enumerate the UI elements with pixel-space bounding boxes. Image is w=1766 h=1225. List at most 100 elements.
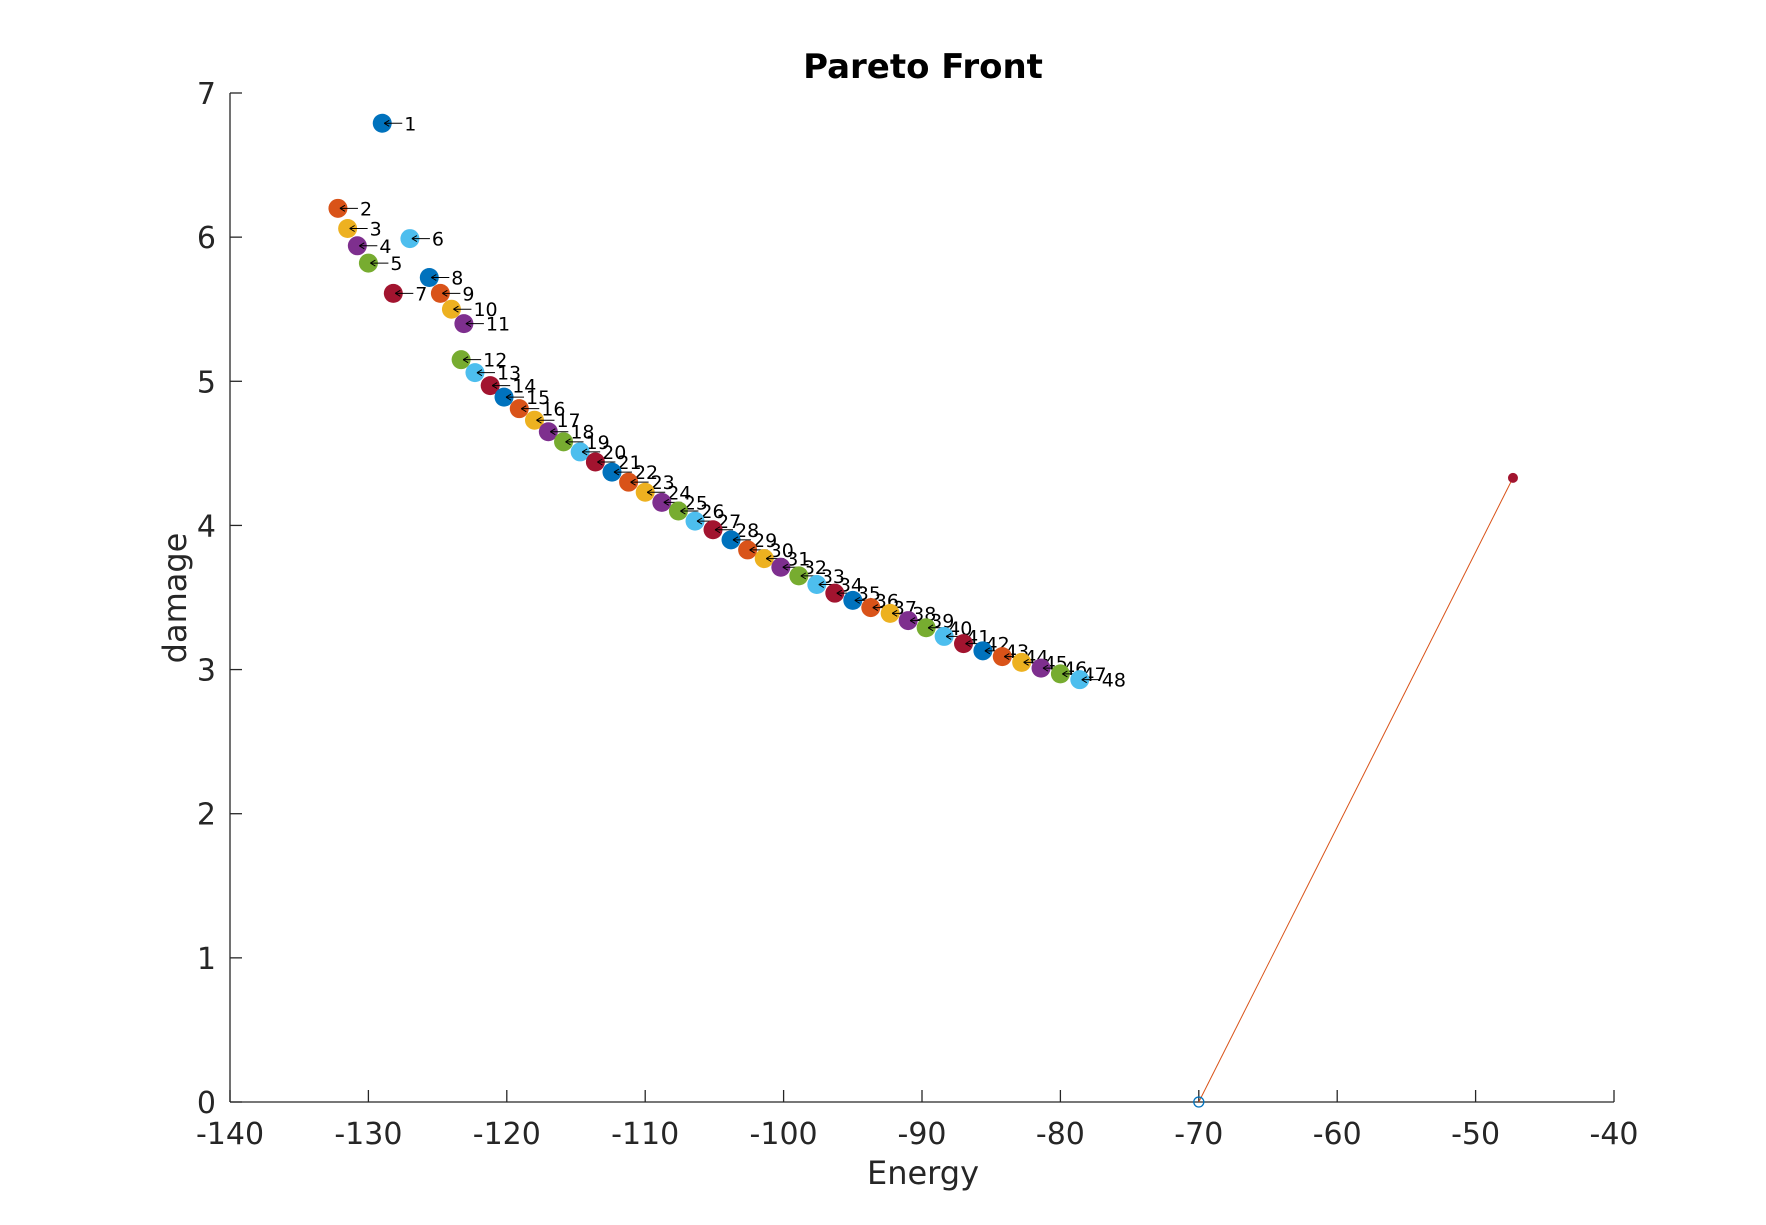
pareto-point-marker	[754, 549, 774, 569]
pareto-point-23: 23	[619, 472, 675, 494]
point-label-arrowhead	[453, 305, 459, 313]
pareto-point-marker	[934, 626, 954, 646]
y-tick-label: 2	[197, 798, 216, 833]
point-label: 39	[930, 611, 954, 633]
point-label-arrowhead	[1081, 676, 1088, 684]
pareto-point-marker	[668, 501, 688, 521]
y-tick-label: 4	[197, 509, 216, 544]
point-label-arrowhead	[550, 428, 556, 436]
point-label: 3	[370, 218, 382, 240]
pareto-points-group: 1234567891011121314151617181920212223242…	[328, 113, 1126, 692]
y-axis-ticks: 0 1 2 3 4 5 6 7	[197, 77, 242, 1121]
pareto-point-marker	[372, 113, 392, 133]
point-label-arrowhead	[383, 119, 390, 127]
pareto-point-34: 34	[807, 575, 863, 597]
pareto-point-4: 4	[347, 236, 391, 258]
point-label: 13	[497, 363, 521, 385]
point-label-arrowhead	[1042, 664, 1049, 672]
y-tick-label: 3	[197, 654, 216, 689]
point-label: 21	[617, 452, 641, 474]
point-label: 27	[717, 511, 741, 533]
pareto-point-9: 9	[430, 283, 474, 305]
x-axis-title: Energy	[867, 1154, 979, 1192]
point-label: 6	[432, 229, 444, 251]
pareto-point-28: 28	[703, 520, 759, 542]
pareto-point-marker	[554, 432, 574, 452]
connector-line	[1198, 477, 1514, 1103]
point-label-arrowhead	[431, 274, 437, 281]
point-label: 8	[451, 268, 463, 290]
point-label-arrowhead	[520, 405, 527, 413]
pareto-point-22: 22	[602, 462, 658, 484]
pareto-point-8: 8	[419, 268, 463, 290]
pareto-point-marker	[721, 530, 741, 550]
point-label-arrowhead	[349, 225, 355, 232]
point-label-arrowhead	[505, 393, 512, 401]
pareto-point-marker	[480, 376, 500, 396]
point-label: 15	[526, 387, 550, 409]
pareto-point-marker	[328, 198, 348, 218]
point-label: 14	[512, 376, 536, 398]
point-label-arrowhead	[782, 563, 789, 571]
pareto-point-marker	[585, 452, 605, 472]
point-label-arrowhead	[800, 572, 807, 580]
point-label-arrowhead	[891, 609, 898, 617]
point-label-arrowhead	[491, 382, 498, 390]
pareto-point-marker	[494, 387, 514, 407]
x-tick-label: -110	[611, 1117, 679, 1152]
point-label: 12	[483, 350, 507, 372]
point-label-arrowhead	[836, 589, 843, 597]
pareto-point-marker	[1031, 658, 1051, 678]
point-label: 19	[586, 432, 610, 454]
point-label: 31	[786, 549, 810, 571]
pareto-point-18: 18	[538, 422, 595, 444]
point-label-arrowhead	[462, 356, 469, 364]
pareto-point-30: 30	[738, 540, 794, 562]
point-label-arrowhead	[1004, 653, 1010, 661]
point-label: 18	[570, 422, 594, 444]
point-label: 16	[541, 399, 565, 421]
pareto-point-16: 16	[509, 399, 565, 421]
point-label-arrowhead	[663, 498, 670, 506]
point-label: 5	[390, 253, 402, 275]
pareto-point-13: 13	[465, 363, 521, 385]
connector-end-marker	[1507, 472, 1518, 483]
point-label: 9	[462, 283, 474, 305]
pareto-point-marker	[465, 363, 485, 383]
pareto-point-marker	[570, 442, 590, 462]
pareto-point-marker	[685, 511, 705, 531]
point-label: 32	[803, 557, 827, 579]
pareto-point-2: 2	[328, 198, 372, 220]
point-label-arrowhead	[714, 526, 721, 534]
point-label-arrowhead	[1062, 670, 1068, 678]
pareto-point-27: 27	[685, 511, 741, 533]
x-tick-label: -50	[1451, 1117, 1500, 1152]
point-label-arrowhead	[945, 632, 952, 640]
point-label: 11	[486, 314, 510, 336]
x-tick-label: -130	[334, 1117, 402, 1152]
pareto-point-5: 5	[358, 253, 402, 275]
pareto-point-marker	[635, 482, 655, 502]
point-label-arrowhead	[339, 204, 346, 212]
point-label: 10	[473, 299, 497, 321]
point-label: 40	[948, 618, 972, 640]
chart-title: Pareto Front	[803, 47, 1043, 87]
pareto-point-marker	[703, 520, 723, 540]
pareto-point-marker	[992, 647, 1012, 667]
pareto-point-33: 33	[789, 566, 845, 588]
point-label-arrowhead	[565, 438, 571, 446]
point-label-arrowhead	[630, 478, 636, 486]
pareto-point-marker	[400, 229, 420, 249]
pareto-point-29: 29	[721, 530, 777, 552]
point-label-arrowhead	[765, 555, 772, 563]
pareto-point-marker	[880, 603, 900, 623]
point-label: 34	[839, 575, 863, 597]
point-label-arrowhead	[370, 259, 376, 267]
pareto-point-marker	[509, 399, 529, 419]
pareto-point-marker	[1012, 652, 1032, 672]
point-label-arrowhead	[411, 235, 418, 243]
pareto-point-marker	[898, 611, 918, 631]
pareto-point-20: 20	[570, 442, 626, 464]
y-tick-label: 7	[197, 77, 216, 112]
point-label: 4	[379, 236, 391, 258]
